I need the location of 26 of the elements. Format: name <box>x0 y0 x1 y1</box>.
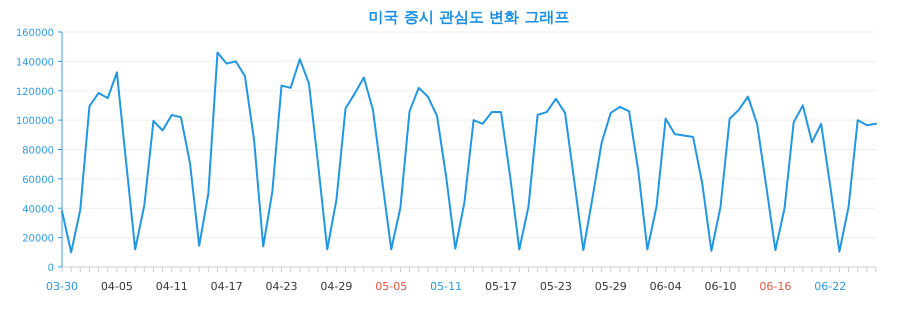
line-series <box>61 52 877 254</box>
x-tick-label: 04-05 <box>100 280 133 293</box>
y-tick-label: 20000 <box>22 234 54 245</box>
chart-title: 미국 증시 관심도 변화 그래프 <box>368 8 570 26</box>
y-tick-label: 60000 <box>22 174 54 186</box>
y-tick-label: 80000 <box>22 146 54 156</box>
x-tick-label: 05-11 <box>430 280 462 293</box>
y-tick-label: 40000 <box>22 204 54 216</box>
y-tick-label: 120000 <box>16 86 54 98</box>
x-tick-label: 06-22 <box>814 280 846 293</box>
x-tick-label: 05-17 <box>485 280 517 293</box>
y-tick-label: 100000 <box>16 116 54 128</box>
x-tick-label: 03-30 <box>46 280 78 293</box>
x-tick-label: 06-10 <box>704 280 736 293</box>
y-tick-label: 160000 <box>16 28 54 39</box>
x-tick-label: 05-29 <box>594 280 627 293</box>
x-tick-label: 04-29 <box>320 280 352 293</box>
x-tick-label: 05-05 <box>375 280 408 293</box>
x-tick-label: 05-23 <box>540 280 572 293</box>
x-tick-label: 04-11 <box>156 280 188 293</box>
x-tick-label: 06-04 <box>650 280 682 293</box>
x-tick-label: 06-16 <box>759 280 792 293</box>
y-tick-label: 140000 <box>16 57 54 68</box>
x-tick-label: 04-23 <box>266 280 298 293</box>
y-tick-label: 0 <box>48 263 54 274</box>
x-tick-label: 04-17 <box>210 280 243 293</box>
